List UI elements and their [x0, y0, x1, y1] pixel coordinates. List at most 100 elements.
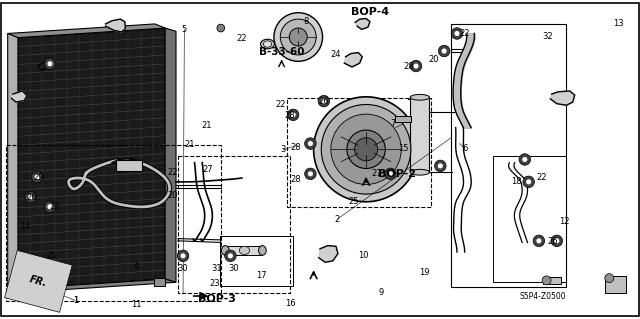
Text: 26: 26 [548, 237, 558, 246]
Text: 28: 28 [291, 143, 301, 152]
Circle shape [31, 171, 43, 183]
Bar [410, 97, 429, 172]
Circle shape [410, 60, 422, 72]
Circle shape [180, 253, 186, 258]
Circle shape [314, 97, 419, 202]
Text: 22: 22 [275, 100, 285, 109]
Circle shape [554, 238, 559, 243]
Text: 27: 27 [371, 169, 381, 178]
Circle shape [318, 95, 330, 107]
Circle shape [454, 31, 460, 36]
Circle shape [44, 201, 56, 212]
Bar [178, 156, 290, 293]
Text: 30: 30 [178, 264, 188, 273]
Circle shape [526, 179, 531, 184]
Text: BOP-4: BOP-4 [351, 7, 389, 17]
Circle shape [438, 45, 450, 57]
Text: 31: 31 [211, 264, 221, 273]
Bar [493, 156, 566, 282]
Circle shape [225, 250, 236, 262]
Bar [287, 98, 431, 207]
Circle shape [305, 168, 316, 180]
Polygon shape [8, 24, 165, 38]
Bar [543, 277, 561, 284]
Text: 19: 19 [419, 268, 429, 277]
Circle shape [228, 253, 233, 258]
Polygon shape [550, 91, 575, 105]
Circle shape [305, 138, 316, 149]
Text: 5: 5 [182, 25, 187, 34]
Bar [154, 278, 165, 286]
Text: 28: 28 [284, 111, 294, 120]
Circle shape [542, 276, 551, 285]
Bar [225, 246, 262, 255]
Ellipse shape [259, 246, 266, 255]
Polygon shape [18, 279, 176, 292]
Text: S5P4-Z0500: S5P4-Z0500 [520, 292, 566, 301]
Circle shape [47, 204, 52, 209]
Circle shape [388, 171, 393, 176]
Text: FR.: FR. [28, 274, 49, 288]
Polygon shape [12, 91, 27, 102]
Text: 28: 28 [403, 62, 413, 70]
Text: 8: 8 [303, 17, 308, 26]
Circle shape [355, 138, 378, 161]
Ellipse shape [410, 169, 429, 175]
Text: 2: 2 [335, 215, 340, 224]
Text: 22: 22 [168, 168, 178, 177]
Circle shape [35, 174, 40, 180]
Polygon shape [319, 246, 338, 262]
Polygon shape [165, 28, 176, 282]
Ellipse shape [410, 94, 429, 100]
Text: 25: 25 [348, 197, 358, 206]
Ellipse shape [239, 246, 250, 255]
Polygon shape [355, 19, 370, 29]
Text: 24: 24 [331, 50, 341, 59]
Circle shape [413, 63, 419, 69]
Text: BOP-2: BOP-2 [378, 169, 415, 179]
Circle shape [536, 238, 541, 243]
Circle shape [533, 235, 545, 247]
Circle shape [321, 99, 326, 104]
Circle shape [321, 105, 411, 194]
Text: 12: 12 [559, 217, 570, 226]
Text: 6: 6 [462, 144, 467, 153]
Circle shape [47, 61, 52, 66]
Text: 11: 11 [131, 300, 141, 308]
Circle shape [289, 28, 307, 46]
Circle shape [435, 160, 446, 172]
Text: 25: 25 [46, 251, 56, 260]
Circle shape [44, 58, 56, 70]
Circle shape [442, 48, 447, 54]
Text: 4: 4 [134, 262, 139, 271]
Text: 26: 26 [26, 193, 36, 202]
Ellipse shape [221, 246, 229, 255]
Text: 30: 30 [228, 264, 239, 273]
Bar [220, 236, 293, 286]
Text: 21: 21 [184, 140, 195, 149]
Ellipse shape [260, 39, 275, 49]
Text: 17: 17 [256, 271, 266, 280]
Circle shape [177, 250, 189, 262]
Circle shape [25, 191, 36, 203]
Circle shape [217, 24, 225, 32]
Circle shape [28, 195, 33, 200]
Text: 22: 22 [237, 34, 247, 43]
Bar [395, 116, 411, 122]
Text: BOP-3: BOP-3 [198, 294, 236, 304]
Text: 23: 23 [49, 202, 60, 211]
Circle shape [331, 114, 401, 184]
Text: 13: 13 [613, 19, 623, 28]
Text: 29: 29 [33, 173, 44, 182]
Circle shape [287, 109, 299, 121]
Text: 20: 20 [428, 55, 438, 63]
Text: 3: 3 [280, 145, 285, 154]
Circle shape [438, 163, 443, 168]
Text: 22: 22 [460, 29, 470, 38]
Circle shape [451, 28, 463, 39]
Text: 21: 21 [202, 121, 212, 130]
Text: 10: 10 [358, 251, 368, 260]
Circle shape [308, 141, 313, 146]
Text: 9: 9 [379, 288, 384, 297]
Text: 22: 22 [537, 173, 547, 182]
